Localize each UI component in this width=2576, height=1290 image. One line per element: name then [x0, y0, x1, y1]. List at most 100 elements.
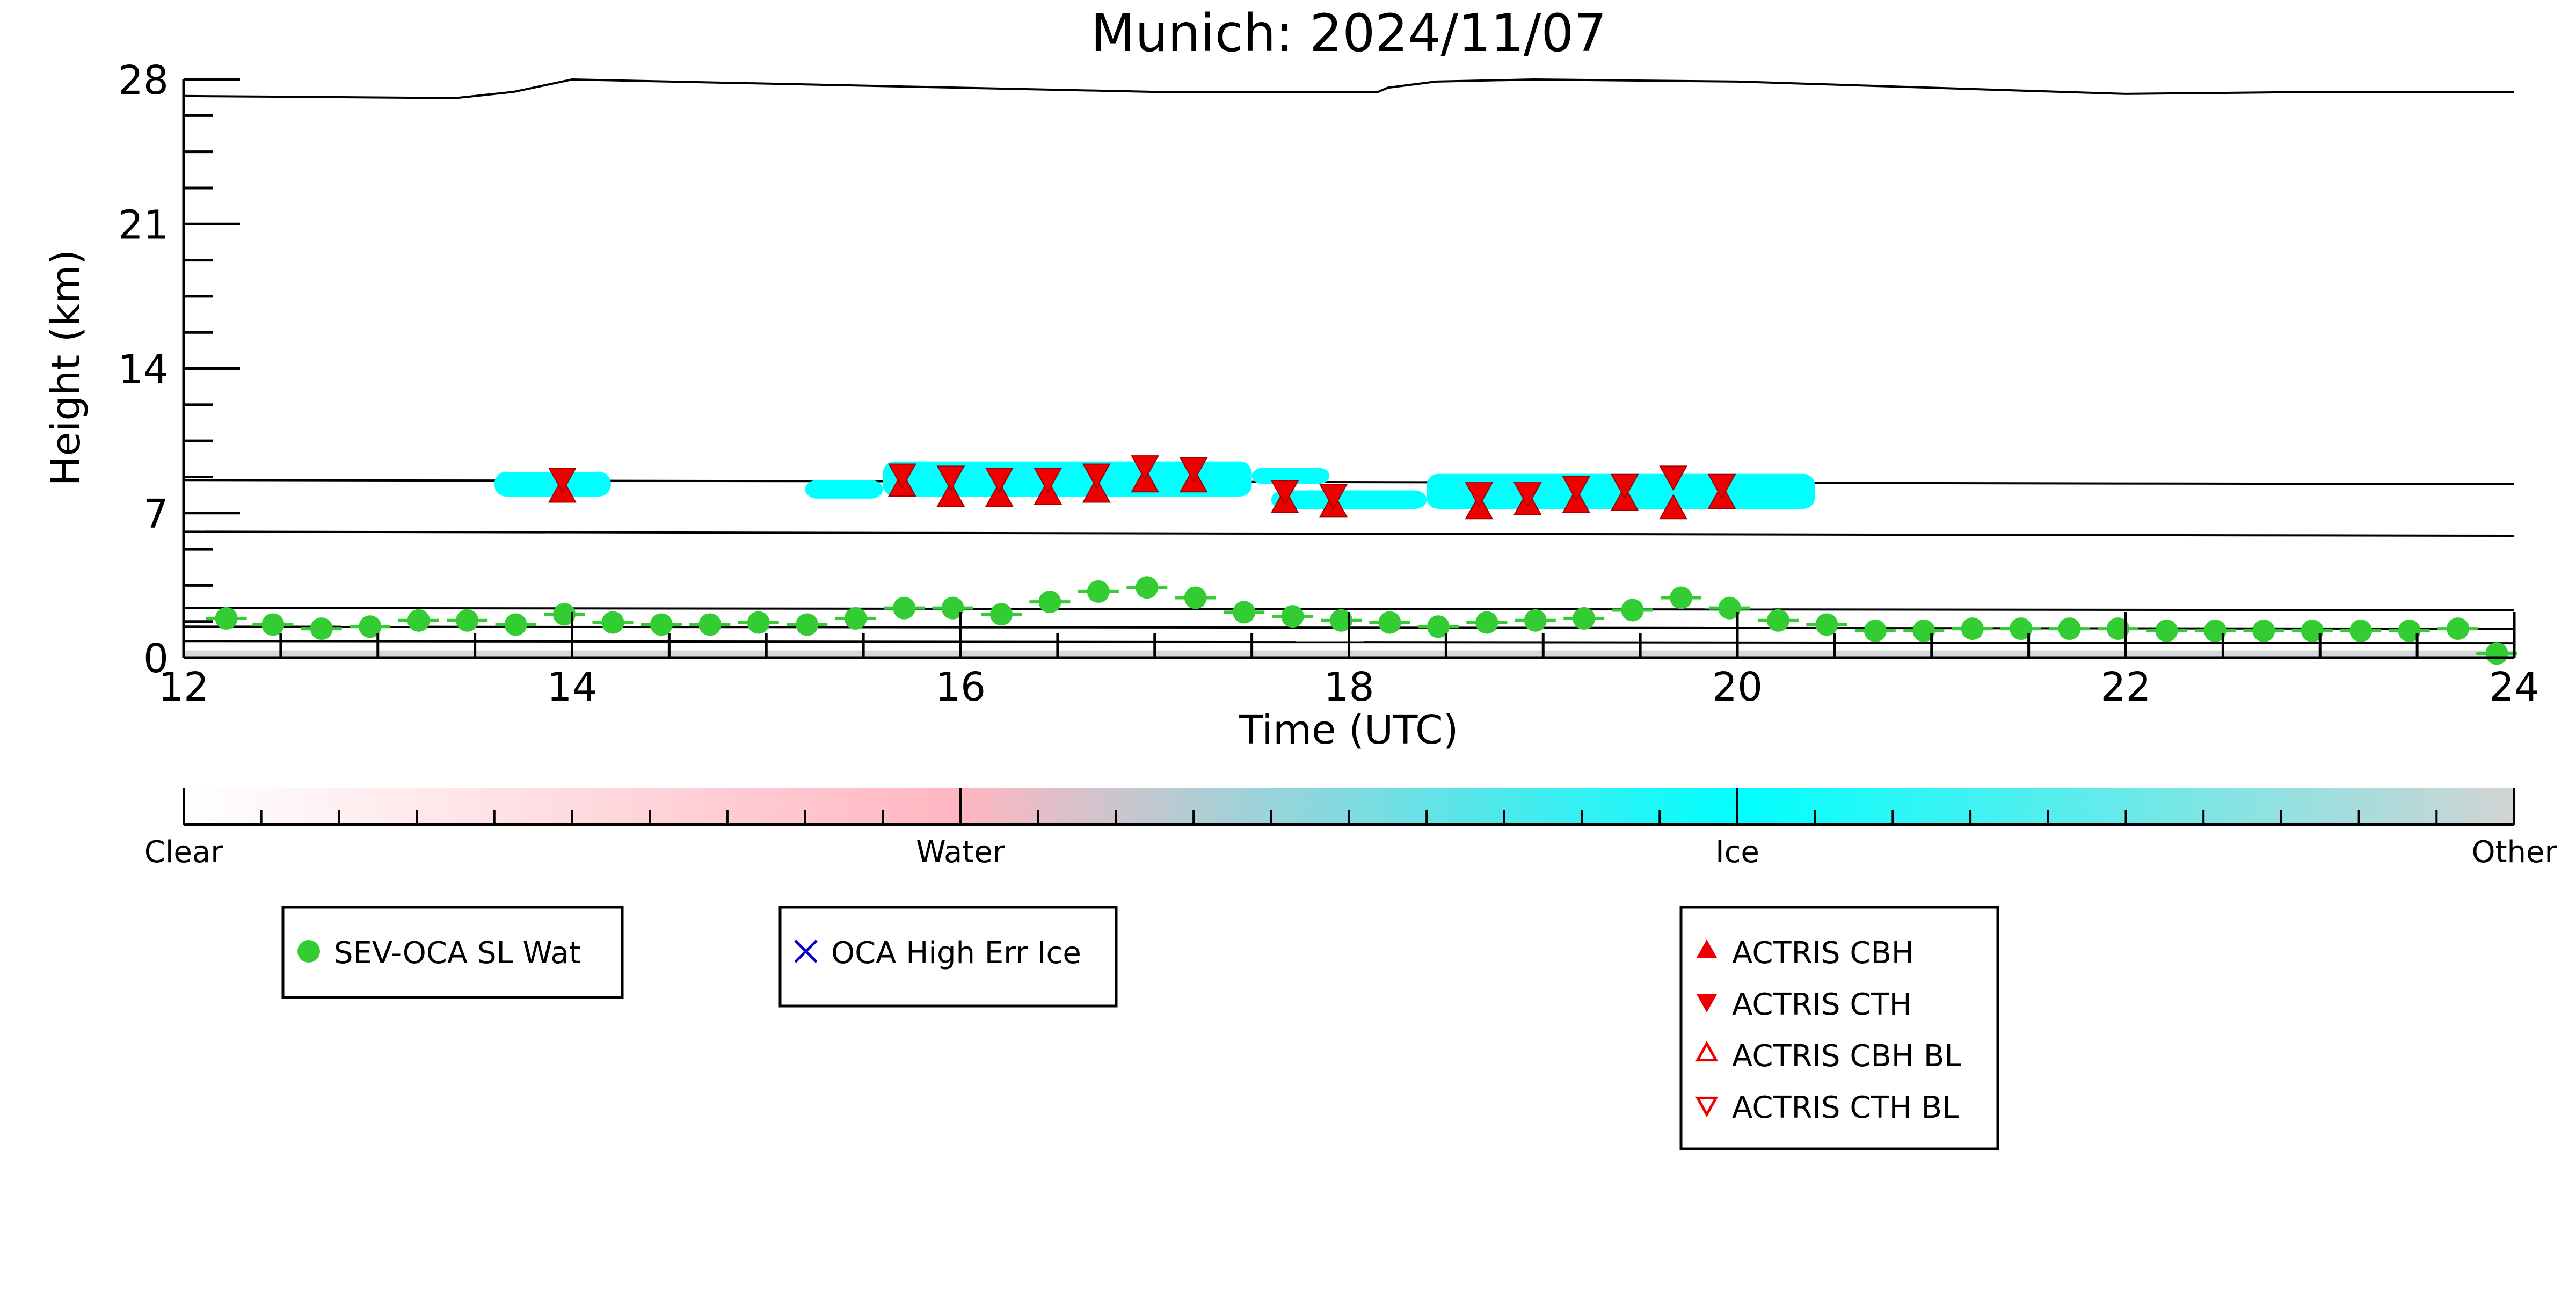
sev-oca-point [456, 609, 479, 632]
sev-oca-point [1330, 609, 1353, 632]
actris-cth-point [548, 468, 577, 493]
y-tick-label: 7 [143, 491, 169, 537]
sev-oca-point [1087, 580, 1110, 603]
actris-cth-point [1179, 457, 1208, 483]
x-tick-label: 16 [935, 664, 986, 710]
legend-entry-label: ACTRIS CTH BL [1732, 1090, 1959, 1125]
y-tick-label: 28 [118, 57, 169, 104]
sev-oca-point [2203, 619, 2226, 642]
sev-oca-point [1815, 613, 1838, 636]
x-tick-label: 12 [158, 664, 209, 710]
legend-box [281, 906, 624, 999]
sev-oca-point [2155, 619, 2178, 642]
sev-oca-point [1378, 611, 1401, 634]
legend-entry-label: SEV-OCA SL Wat [334, 936, 581, 971]
data-markers [206, 455, 2517, 665]
ice-cloud-patch-2 [883, 461, 1252, 497]
series-line-0 [183, 78, 2514, 99]
y-tick-label: 14 [118, 347, 169, 393]
sev-oca-point [1184, 586, 1207, 609]
legend-box [1679, 906, 1999, 1150]
chart-title: Munich: 2024/11/07 [1091, 3, 1607, 63]
sev-oca-point [215, 607, 238, 630]
colorbar: Clear Water Ice Other [144, 788, 2557, 870]
y-tick-label: 21 [118, 202, 169, 248]
ice-cloud-patch-4 [1271, 490, 1427, 509]
sev-oca-point [1233, 601, 1256, 624]
actris-cth-point [1707, 473, 1736, 499]
legend-entry-label: ACTRIS CBH [1732, 936, 1914, 971]
sev-oca-point [1573, 607, 1596, 630]
actris-cbh-point [1659, 494, 1688, 520]
legend-entry-label: OCA High Err Ice [831, 936, 1081, 971]
actris-cth-point [1465, 482, 1494, 508]
legend-marker-triangle-down [1697, 994, 1717, 1012]
sev-oca-point [310, 617, 333, 640]
legend-marker-triangle-up-open [1695, 1040, 1719, 1062]
x-tick-label: 14 [547, 664, 597, 710]
x-axis-label: Time (UTC) [1238, 707, 1458, 753]
actris-cth-point [985, 468, 1014, 493]
sev-oca-point [601, 611, 624, 634]
ice-cloud-patch-3 [1251, 468, 1330, 484]
plot-lines [183, 78, 2515, 658]
legend-marker-triangle-down-open [1695, 1096, 1719, 1118]
sev-oca-point [1961, 617, 1984, 640]
actris-cth-point [1659, 465, 1688, 491]
sev-oca-point [2058, 617, 2081, 640]
series-line-2 [183, 530, 2515, 537]
colorbar-label: Other [2471, 835, 2557, 870]
actris-cbh-point [985, 481, 1014, 507]
sev-oca-point [1475, 611, 1498, 634]
sev-oca-point [553, 603, 576, 626]
sev-oca-point [989, 603, 1013, 626]
sev-oca-point [1427, 615, 1450, 638]
legend-entry-label: ACTRIS CBH BL [1732, 1039, 1961, 1074]
actris-cbh-point [936, 481, 965, 507]
series-line-3 [183, 607, 2515, 611]
sev-oca-point [893, 596, 916, 620]
sev-oca-point [2010, 617, 2033, 640]
sev-oca-point [941, 596, 964, 620]
sev-oca-point [2349, 619, 2373, 642]
sev-oca-point [1621, 599, 1644, 622]
legends: SEV-OCA SL Wat OCA High Err Ice ACTRIS CBH… [281, 906, 1999, 1150]
actris-cth-point [1610, 473, 1639, 499]
sev-oca-point [796, 613, 819, 636]
sev-oca-point [261, 613, 285, 636]
actris-cth-point [936, 465, 965, 491]
sev-oca-point [2447, 617, 2470, 640]
sev-oca-point [504, 613, 527, 636]
actris-cth-point [1131, 455, 1160, 481]
sev-oca-point [1670, 586, 1693, 609]
x-tick-label: 20 [1712, 664, 1763, 710]
sev-oca-point [407, 609, 430, 632]
sev-oca-point [2301, 619, 2324, 642]
legend-marker-triangle-up [1697, 939, 1717, 958]
ice-cloud-patch-0 [494, 471, 611, 497]
sev-oca-point [844, 607, 867, 630]
legend-entry-label: ACTRIS CTH [1732, 987, 1912, 1022]
sev-oca-point [359, 615, 382, 638]
legend-marker-circle [297, 940, 320, 963]
axes: 0 7 14 21 28 12 14 16 18 20 22 24 [118, 57, 2539, 710]
sev-oca-point [2107, 617, 2130, 640]
sev-oca-point [1524, 609, 1547, 632]
legend-marker-x [794, 939, 818, 963]
actris-cth-point [1082, 463, 1111, 489]
actris-cbh-point [1082, 477, 1111, 503]
x-tick-label: 24 [2489, 664, 2539, 710]
sev-oca-point [2485, 642, 2508, 665]
y-tick-label: 0 [143, 636, 169, 682]
sev-oca-point [1281, 605, 1304, 628]
sev-oca-point [1912, 619, 1935, 642]
sev-oca-point [747, 611, 770, 634]
ice-cloud-patch-1 [805, 480, 883, 499]
sev-oca-point [2398, 619, 2421, 642]
actris-cth-point [1513, 482, 1542, 508]
actris-cth-point [1319, 484, 1348, 510]
sev-oca-point [650, 613, 673, 636]
actris-cth-point [888, 463, 916, 489]
